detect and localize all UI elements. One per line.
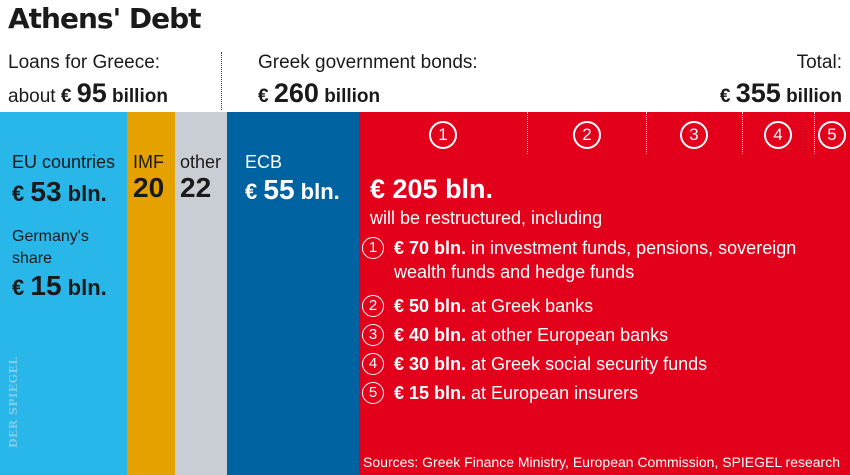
der-spiegel-logo: DER SPIEGEL	[7, 356, 20, 448]
loans-currency: €	[60, 86, 72, 107]
breakdown-amount: € 30 bln.	[394, 354, 467, 374]
header-divider	[221, 52, 222, 110]
breakdown-text: € 70 bln. in investment funds, pensions,…	[394, 238, 797, 282]
segment-imf	[127, 112, 175, 475]
germany-line1: Germany's	[12, 228, 89, 245]
germany-amount: € 15 bln.	[12, 270, 107, 302]
strip-number-1: 1	[429, 121, 457, 149]
germany-label: Germany's share	[12, 226, 89, 270]
germany-currency: €	[12, 275, 25, 300]
breakdown-item-3: 3 € 40 bln. at other European banks	[362, 323, 668, 347]
eu-currency: €	[12, 181, 25, 206]
breakdown-item-4: 4 € 30 bln. at Greek social security fund…	[362, 352, 707, 376]
breakdown-number: 5	[362, 382, 384, 404]
breakdown-text: € 40 bln. at other European banks	[394, 325, 669, 345]
loans-value: 95	[76, 78, 107, 108]
breakdown-item-1: 1 € 70 bln. in investment funds, pensions…	[362, 236, 796, 284]
germany-unit: bln.	[67, 275, 107, 300]
breakdown-text: € 30 bln. at Greek social security funds	[394, 354, 708, 374]
eu-value: 53	[30, 176, 62, 207]
restructured-text: will be restructured, including	[370, 208, 603, 228]
breakdown-amount: € 70 bln.	[394, 238, 467, 258]
total-unit: billion	[786, 86, 842, 107]
strip-number-3: 3	[680, 121, 708, 149]
imf-value: 20	[133, 172, 165, 203]
other-label: other	[180, 152, 222, 172]
strip-divider	[814, 112, 815, 154]
breakdown-item-2: 2 € 50 bln. at Greek banks	[362, 294, 593, 318]
bonds-currency: €	[258, 86, 269, 107]
ecb-amount: € 55 bln.	[245, 174, 340, 206]
bonds-label: Greek government bonds:	[258, 52, 478, 73]
loans-unit: billion	[112, 86, 168, 107]
breakdown-number: 1	[362, 237, 384, 259]
breakdown-amount: € 40 bln.	[394, 325, 467, 345]
bonds-amount: € 260 billion	[258, 78, 380, 109]
total-value: 355	[735, 78, 781, 108]
total-amount: € 355 billion	[720, 78, 842, 109]
breakdown-number: 3	[362, 324, 384, 346]
page-title: Athens' Debt	[8, 2, 202, 35]
imf-amount: 20	[133, 172, 164, 204]
segment-other	[175, 112, 227, 475]
segment-ecb	[227, 112, 359, 475]
eu-label: EU countries	[12, 152, 116, 172]
eu-unit: bln.	[67, 181, 107, 206]
strip-number-2: 2	[573, 121, 601, 149]
sources-note: Sources: Greek Finance Ministry, Europea…	[363, 454, 840, 470]
restructured-amount: € 205 bln.	[370, 174, 494, 204]
breakdown-item-5: 5 € 15 bln. at European insurers	[362, 381, 638, 405]
segment-eu-countries	[0, 112, 127, 475]
strip-number-4: 4	[764, 121, 792, 149]
breakdown-amount: € 50 bln.	[394, 296, 467, 316]
breakdown-text: € 50 bln. at Greek banks	[394, 296, 594, 316]
other-value: 22	[180, 172, 212, 203]
strip-divider	[527, 112, 528, 154]
ecb-currency: €	[245, 179, 258, 204]
bonds-value: 260	[273, 78, 319, 108]
imf-label: IMF	[133, 152, 164, 172]
loans-prefix: about	[8, 86, 56, 107]
breakdown-text: € 15 bln. at European insurers	[394, 383, 639, 403]
strip-divider	[742, 112, 743, 154]
strip-divider	[646, 112, 647, 154]
ecb-value: 55	[263, 174, 295, 205]
germany-value: 15	[30, 270, 62, 301]
loans-amount: about € 95 billion	[8, 78, 168, 109]
ecb-label: ECB	[245, 152, 283, 172]
loans-label: Loans for Greece:	[8, 52, 161, 73]
segment-restructured	[359, 112, 850, 475]
germany-line2: share	[12, 250, 53, 267]
bonds-unit: billion	[324, 86, 381, 107]
total-label: Total:	[796, 52, 842, 73]
ecb-unit: bln.	[300, 179, 340, 204]
eu-amount: € 53 bln.	[12, 176, 107, 208]
breakdown-amount: € 15 bln.	[394, 383, 467, 403]
other-amount: 22	[180, 172, 211, 204]
total-currency: €	[719, 86, 731, 107]
breakdown-number: 2	[362, 295, 384, 317]
strip-number-5: 5	[818, 121, 846, 149]
breakdown-number: 4	[362, 353, 384, 375]
